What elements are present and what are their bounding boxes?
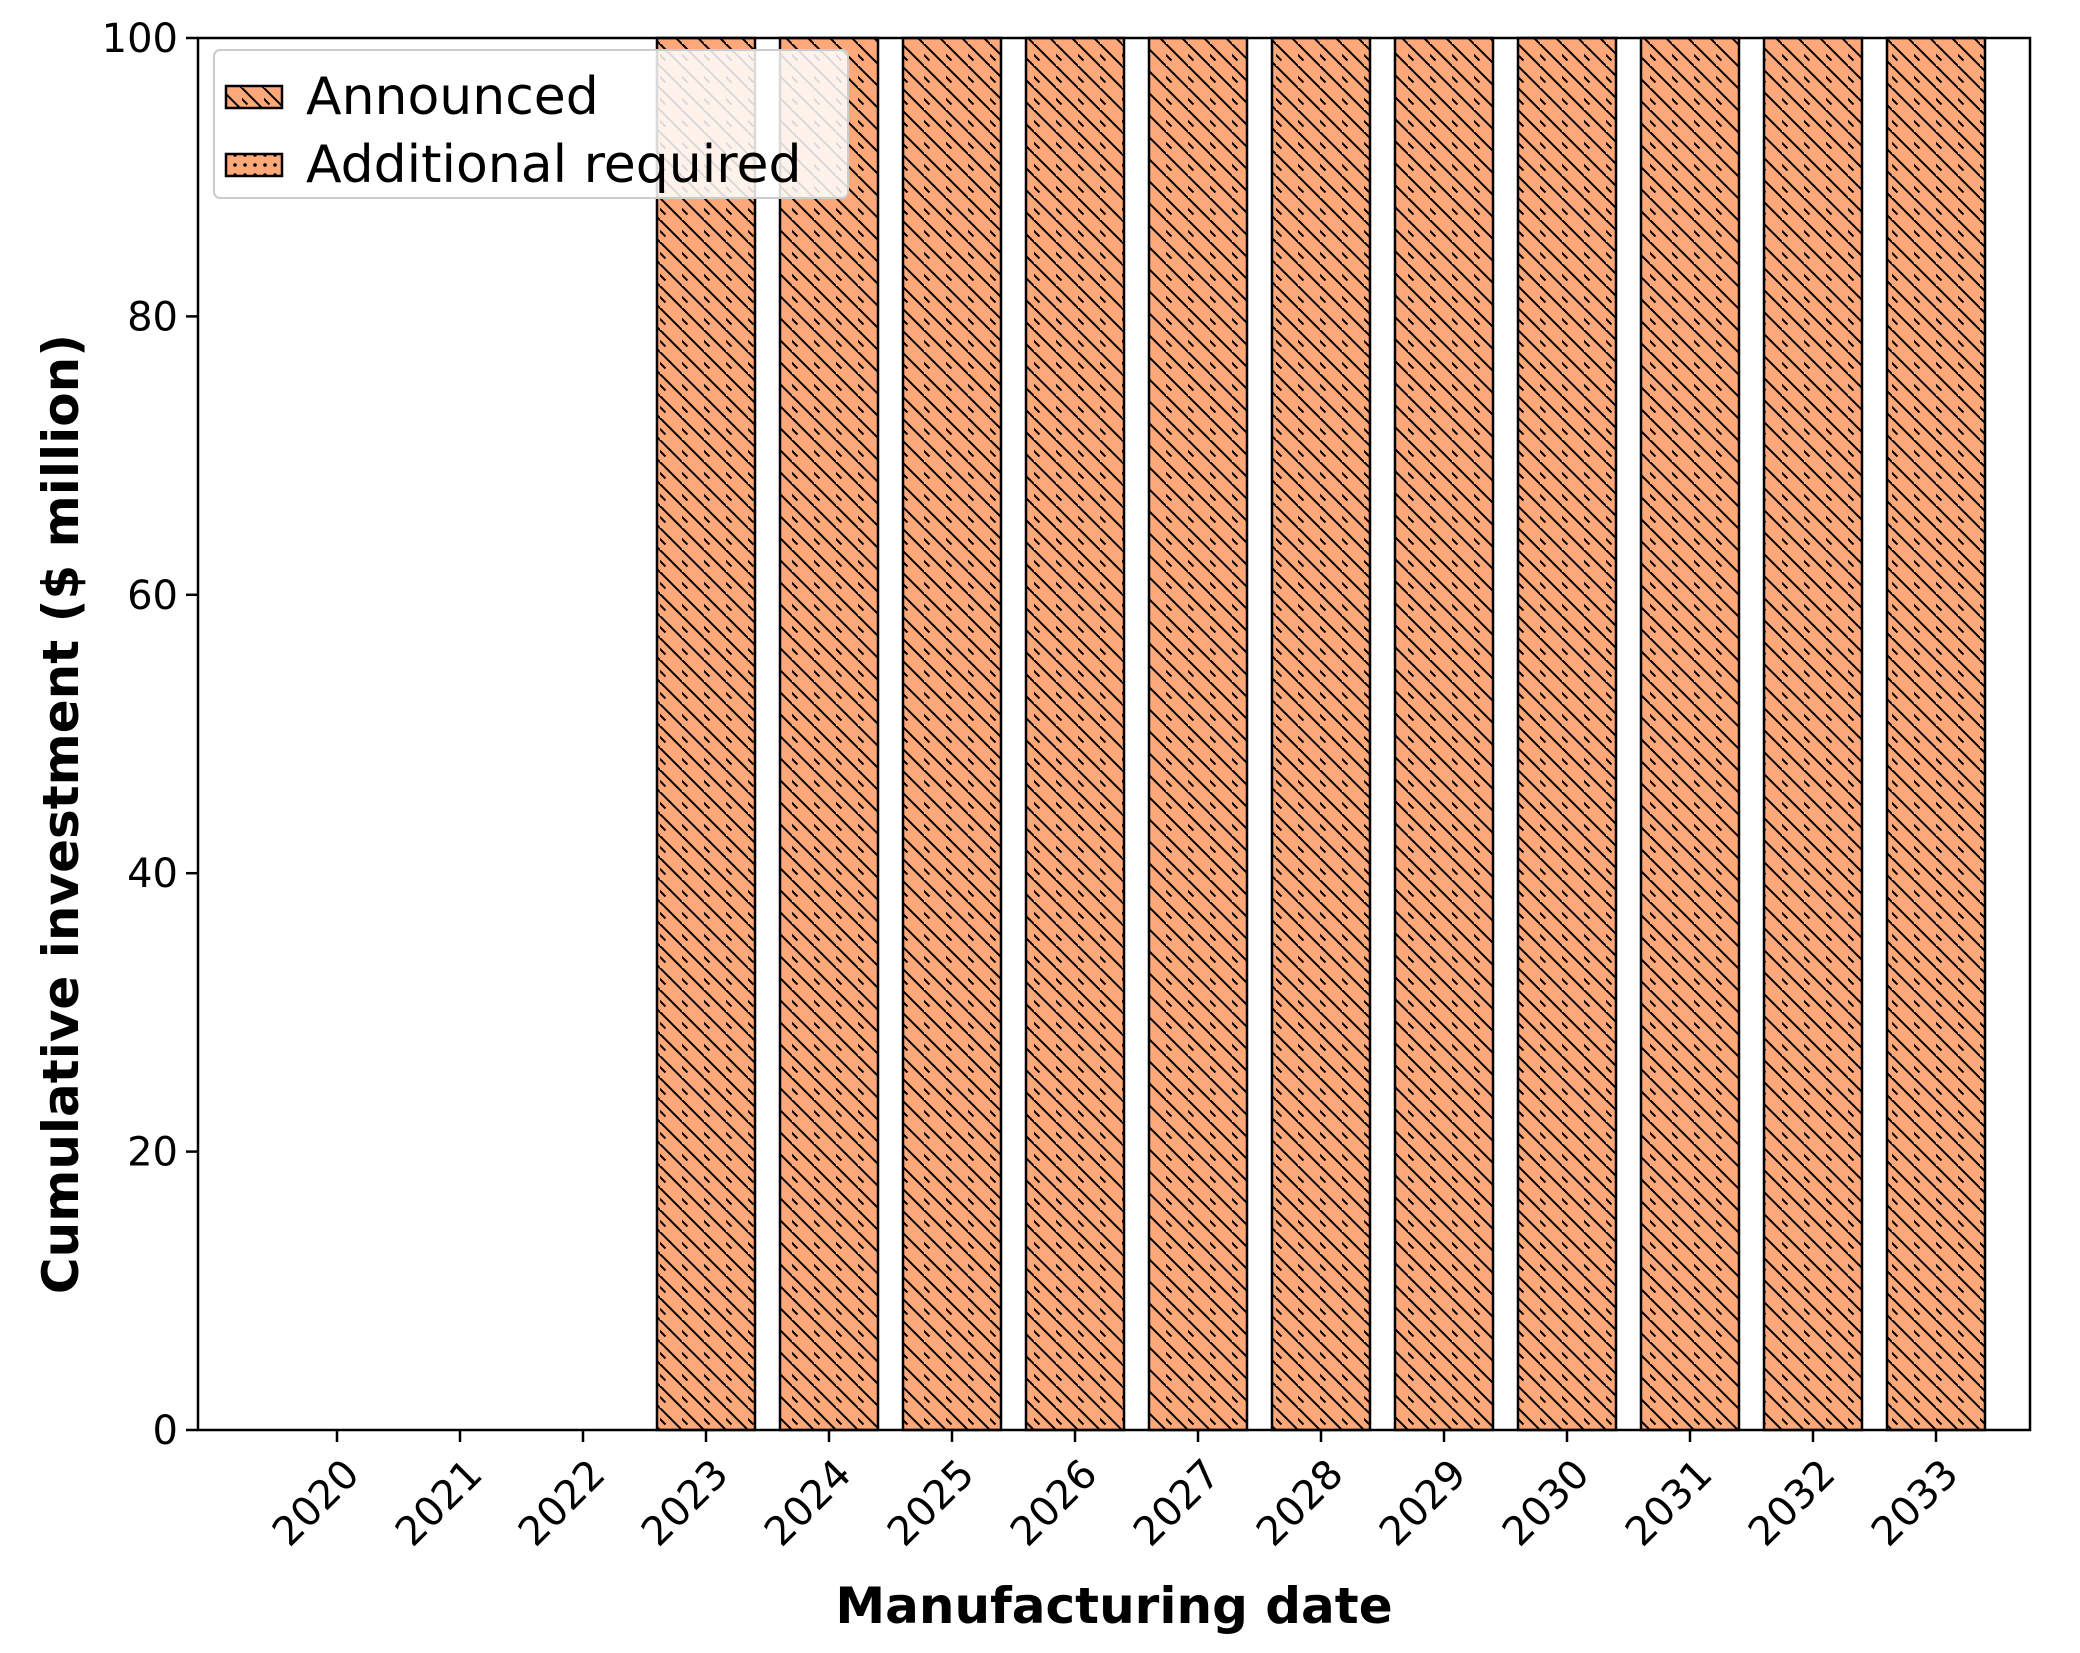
legend-entries: Announced Additional required bbox=[224, 67, 801, 195]
y-axis-title: Cumulative investment ($ million) bbox=[32, 334, 90, 1294]
bar-hatch bbox=[778, 36, 880, 1432]
x-axis-title: Manufacturing date bbox=[835, 1577, 1392, 1635]
bar-hatch bbox=[1762, 36, 1864, 1432]
bar-hatch bbox=[1516, 36, 1618, 1432]
bar-2029-announced bbox=[1393, 36, 1495, 1432]
bar-2027-announced bbox=[1147, 36, 1249, 1432]
bar-2028-announced bbox=[1270, 36, 1372, 1432]
bar-2024-announced bbox=[778, 36, 880, 1432]
x-tick-label: 2030 bbox=[1494, 1451, 1599, 1556]
legend-label: Announced bbox=[306, 67, 599, 127]
x-tick-label: 2026 bbox=[1002, 1451, 1107, 1556]
legend: Announced Additional required bbox=[213, 49, 849, 199]
bar-hatch bbox=[901, 36, 1003, 1432]
bar-2023-announced bbox=[655, 36, 757, 1432]
x-tick-label: 2022 bbox=[510, 1451, 615, 1556]
bar-2032-announced bbox=[1762, 36, 1864, 1432]
bar-hatch bbox=[655, 36, 757, 1432]
bar-hatch bbox=[1270, 36, 1372, 1432]
bar-hatch bbox=[1393, 36, 1495, 1432]
x-tick-label: 2033 bbox=[1863, 1451, 1968, 1556]
legend-swatch-hatch bbox=[224, 84, 284, 110]
bar-2033-announced bbox=[1885, 36, 1987, 1432]
bars-layer bbox=[655, 36, 1987, 1432]
x-tick-label: 2028 bbox=[1248, 1451, 1353, 1556]
bar-2026-announced bbox=[1024, 36, 1126, 1432]
x-tick-label: 2029 bbox=[1371, 1451, 1476, 1556]
bar-2030-announced bbox=[1516, 36, 1618, 1432]
legend-item-announced: Announced bbox=[224, 67, 599, 127]
legend-swatch-hatch bbox=[224, 152, 284, 178]
bar-hatch bbox=[1639, 36, 1741, 1432]
legend-label: Additional required bbox=[306, 135, 801, 195]
x-tick-label: 2024 bbox=[756, 1451, 861, 1556]
x-tick-label: 2023 bbox=[633, 1451, 738, 1556]
y-tick-label: 80 bbox=[127, 294, 178, 340]
y-axis: 0 20 40 60 80 100 bbox=[102, 16, 198, 1454]
plot-frame bbox=[196, 36, 2032, 1432]
y-tick-label: 60 bbox=[127, 573, 178, 619]
x-tick-label: 2025 bbox=[879, 1451, 984, 1556]
x-tick-label: 2020 bbox=[264, 1451, 369, 1556]
bar-hatch bbox=[1885, 36, 1987, 1432]
bar-hatch bbox=[1024, 36, 1126, 1432]
bar-2031-announced bbox=[1639, 36, 1741, 1432]
x-tick-label: 2021 bbox=[387, 1451, 492, 1556]
x-tick-label: 2032 bbox=[1740, 1451, 1845, 1556]
x-tick-label: 2027 bbox=[1125, 1451, 1230, 1556]
bar-hatch bbox=[1147, 36, 1249, 1432]
x-tick-label: 2031 bbox=[1617, 1451, 1722, 1556]
bar-2025-announced bbox=[901, 36, 1003, 1432]
x-axis: 2020 2021 2022 2023 2024 2025 2026 2027 2028 2029… bbox=[264, 1430, 1968, 1556]
y-tick-label: 20 bbox=[127, 1130, 178, 1176]
y-tick-label: 100 bbox=[102, 16, 178, 62]
y-tick-label: 0 bbox=[153, 1408, 178, 1454]
y-tick-label: 40 bbox=[127, 851, 178, 897]
legend-box bbox=[213, 49, 849, 199]
legend-item-additional-required: Additional required bbox=[224, 135, 801, 195]
